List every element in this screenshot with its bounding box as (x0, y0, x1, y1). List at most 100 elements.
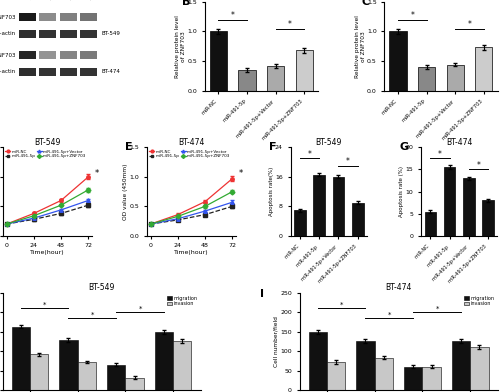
Text: β-actin: β-actin (0, 31, 16, 36)
Bar (19, 68, 36, 76)
Bar (12, 327, 30, 390)
Bar (107, 365, 126, 390)
Y-axis label: Relative protein level
of ZNF703: Relative protein level of ZNF703 (175, 15, 186, 78)
Bar (210, 31, 227, 91)
Text: *: * (239, 169, 244, 178)
Bar (308, 332, 326, 390)
Title: BT-549: BT-549 (88, 283, 115, 292)
Bar (80, 13, 97, 21)
X-axis label: Time(hour): Time(hour) (30, 250, 65, 255)
Text: *: * (388, 312, 391, 318)
Bar (60, 340, 78, 390)
Bar (78, 362, 96, 390)
Bar (238, 70, 256, 91)
Bar (60, 68, 76, 76)
Bar (39, 13, 56, 21)
Text: *: * (438, 150, 442, 159)
Y-axis label: Apoptosis rate(%): Apoptosis rate(%) (268, 167, 274, 216)
Bar (294, 210, 306, 236)
Bar (80, 68, 97, 76)
Text: *: * (346, 158, 350, 167)
Text: *: * (468, 20, 471, 29)
Title: BT-474: BT-474 (446, 138, 472, 147)
Bar (39, 30, 56, 38)
Text: β-actin: β-actin (0, 69, 16, 74)
Title: BT-549: BT-549 (34, 138, 60, 147)
Bar (446, 65, 464, 91)
Legend: migration, invasion: migration, invasion (167, 295, 198, 307)
Title: BT-474: BT-474 (428, 0, 454, 1)
Legend: miR-NC, miR-491-5p, miR-491-5p+Vector, miR-491-5p+ZNF703: miR-NC, miR-491-5p, miR-491-5p+Vector, m… (148, 149, 231, 159)
Bar (19, 51, 36, 59)
Y-axis label: Apoptosis rate (%): Apoptosis rate (%) (399, 166, 404, 217)
Bar (60, 30, 76, 38)
Bar (418, 67, 435, 91)
Bar (444, 167, 456, 236)
Bar (19, 30, 36, 38)
Text: *: * (288, 20, 292, 29)
Bar (80, 51, 97, 59)
Text: *: * (43, 302, 46, 308)
Bar (404, 367, 422, 390)
Text: miR-491-5p: miR-491-5p (48, 0, 72, 1)
Title: BT-474: BT-474 (178, 138, 204, 147)
Bar (60, 13, 76, 21)
Bar (296, 51, 313, 91)
Text: *: * (340, 302, 343, 308)
Legend: migration, invasion: migration, invasion (464, 295, 495, 307)
Y-axis label: Relative protein level
of ZNF703: Relative protein level of ZNF703 (354, 15, 366, 78)
Text: *: * (138, 306, 142, 312)
Text: *: * (476, 161, 480, 170)
Title: BT-474: BT-474 (386, 283, 411, 292)
Bar (470, 347, 488, 390)
Bar (314, 175, 325, 236)
Text: E: E (125, 142, 132, 152)
Bar (267, 66, 284, 91)
Bar (482, 200, 494, 236)
Text: *: * (410, 11, 414, 20)
Bar (30, 354, 48, 390)
Bar (463, 178, 474, 236)
Y-axis label: Cell number/field: Cell number/field (274, 316, 278, 367)
Bar (126, 377, 144, 390)
Bar (39, 68, 56, 76)
Bar (475, 47, 492, 91)
Bar (390, 31, 406, 91)
Bar (39, 51, 56, 59)
Title: BT-549: BT-549 (316, 138, 342, 147)
Text: *: * (231, 11, 234, 20)
Bar (352, 203, 364, 236)
Text: *: * (436, 306, 439, 312)
Text: C: C (362, 0, 370, 7)
Bar (374, 358, 393, 390)
Bar (332, 177, 344, 236)
Bar (424, 212, 436, 236)
Text: miR-491-5p+ZNF703: miR-491-5p+ZNF703 (88, 0, 128, 1)
Title: BT-549: BT-549 (248, 0, 274, 1)
Text: ZNF703: ZNF703 (0, 15, 16, 20)
Text: F: F (269, 142, 276, 152)
Bar (19, 13, 36, 21)
Bar (326, 362, 345, 390)
Text: G: G (400, 142, 409, 152)
Bar (60, 51, 76, 59)
Bar (422, 367, 440, 390)
Text: miR-491-5p+Vector: miR-491-5p+Vector (68, 0, 106, 1)
Bar (452, 341, 470, 390)
Text: I: I (260, 289, 264, 299)
X-axis label: Time(hour): Time(hour) (174, 250, 209, 255)
Bar (155, 332, 174, 390)
Text: ZNF703: ZNF703 (0, 53, 16, 58)
Text: *: * (308, 150, 312, 159)
Text: miR-NC: miR-NC (28, 0, 44, 1)
Legend: miR-NC, miR-491-5p, miR-491-5p+Vector, miR-491-5p+ZNF703: miR-NC, miR-491-5p, miR-491-5p+Vector, m… (4, 149, 87, 159)
Bar (80, 30, 97, 38)
Text: *: * (90, 312, 94, 318)
Y-axis label: OD value (450mm): OD value (450mm) (122, 163, 128, 220)
Bar (356, 341, 374, 390)
Text: *: * (95, 169, 100, 178)
Text: BT-474: BT-474 (102, 69, 120, 74)
Text: B: B (182, 0, 190, 7)
Bar (174, 341, 192, 390)
Text: BT-549: BT-549 (102, 31, 120, 36)
